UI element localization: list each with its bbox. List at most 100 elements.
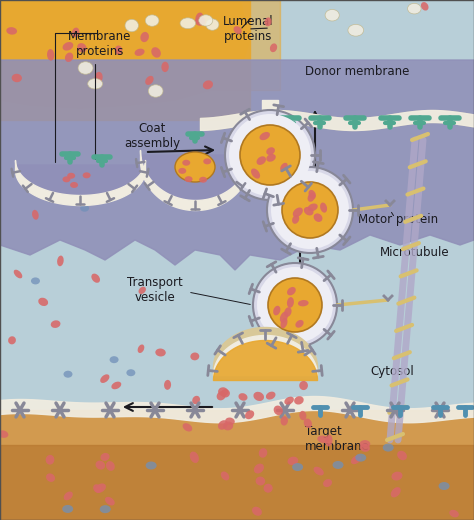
Ellipse shape <box>304 419 312 428</box>
Ellipse shape <box>266 154 276 162</box>
Ellipse shape <box>355 453 366 462</box>
Ellipse shape <box>281 416 288 425</box>
Ellipse shape <box>333 461 344 469</box>
Text: Cytosol: Cytosol <box>370 366 414 379</box>
Ellipse shape <box>238 393 247 401</box>
Ellipse shape <box>259 448 267 458</box>
Ellipse shape <box>191 353 199 360</box>
Ellipse shape <box>273 406 283 415</box>
Ellipse shape <box>383 444 394 451</box>
Ellipse shape <box>293 207 303 217</box>
Circle shape <box>271 171 349 249</box>
Ellipse shape <box>325 9 339 21</box>
Ellipse shape <box>8 336 16 344</box>
Ellipse shape <box>264 484 273 493</box>
Ellipse shape <box>178 168 186 174</box>
Ellipse shape <box>203 159 211 164</box>
Ellipse shape <box>218 387 228 396</box>
Ellipse shape <box>234 26 242 34</box>
Ellipse shape <box>95 484 106 493</box>
Ellipse shape <box>155 348 166 357</box>
Ellipse shape <box>309 190 316 199</box>
Ellipse shape <box>145 76 154 85</box>
Text: Target
membrane: Target membrane <box>305 425 370 453</box>
Ellipse shape <box>287 287 296 295</box>
Text: Microtubule: Microtubule <box>380 245 450 258</box>
Ellipse shape <box>151 47 161 58</box>
Ellipse shape <box>135 49 145 56</box>
Ellipse shape <box>203 81 213 89</box>
Ellipse shape <box>292 215 299 224</box>
Ellipse shape <box>164 380 171 390</box>
Ellipse shape <box>225 418 235 425</box>
Ellipse shape <box>137 344 144 353</box>
Text: Donor membrane: Donor membrane <box>305 65 410 78</box>
Ellipse shape <box>255 477 265 486</box>
Ellipse shape <box>318 436 329 443</box>
Ellipse shape <box>46 473 55 482</box>
Ellipse shape <box>94 72 103 83</box>
Circle shape <box>267 167 353 253</box>
Ellipse shape <box>449 510 459 517</box>
Ellipse shape <box>284 307 292 317</box>
Ellipse shape <box>175 152 215 182</box>
Ellipse shape <box>106 461 115 471</box>
Ellipse shape <box>325 435 333 447</box>
Ellipse shape <box>314 213 322 222</box>
Ellipse shape <box>280 163 288 172</box>
Ellipse shape <box>299 381 308 390</box>
Ellipse shape <box>82 172 91 178</box>
Ellipse shape <box>80 205 89 212</box>
Ellipse shape <box>308 192 315 202</box>
Ellipse shape <box>31 278 40 284</box>
Ellipse shape <box>266 147 275 155</box>
Ellipse shape <box>195 12 203 23</box>
Ellipse shape <box>254 464 264 474</box>
Ellipse shape <box>397 451 407 460</box>
Ellipse shape <box>125 19 138 32</box>
Ellipse shape <box>57 255 64 266</box>
Ellipse shape <box>245 410 254 419</box>
Ellipse shape <box>206 19 219 30</box>
Ellipse shape <box>0 431 9 438</box>
Circle shape <box>282 182 338 238</box>
Ellipse shape <box>192 396 200 404</box>
Ellipse shape <box>270 43 277 52</box>
Ellipse shape <box>6 27 17 35</box>
Ellipse shape <box>64 371 73 378</box>
Ellipse shape <box>284 397 294 405</box>
Ellipse shape <box>145 15 159 27</box>
Ellipse shape <box>294 396 304 405</box>
Ellipse shape <box>408 3 421 14</box>
Ellipse shape <box>93 484 101 493</box>
Ellipse shape <box>100 453 109 461</box>
Ellipse shape <box>256 157 266 165</box>
Ellipse shape <box>184 176 192 182</box>
Ellipse shape <box>252 506 262 516</box>
Polygon shape <box>0 60 474 270</box>
Ellipse shape <box>199 177 207 183</box>
Ellipse shape <box>281 318 288 328</box>
Ellipse shape <box>304 207 313 215</box>
Ellipse shape <box>266 392 275 399</box>
Ellipse shape <box>218 420 228 430</box>
Ellipse shape <box>115 46 122 55</box>
Circle shape <box>257 267 333 343</box>
Ellipse shape <box>77 43 87 53</box>
Ellipse shape <box>320 202 327 213</box>
Text: Membrane
proteins: Membrane proteins <box>68 30 132 159</box>
Ellipse shape <box>38 298 48 306</box>
Ellipse shape <box>273 306 281 316</box>
Ellipse shape <box>161 62 169 72</box>
Ellipse shape <box>67 173 75 179</box>
Ellipse shape <box>88 79 102 89</box>
Ellipse shape <box>46 455 55 464</box>
Ellipse shape <box>287 297 294 308</box>
Circle shape <box>240 125 300 185</box>
Ellipse shape <box>308 203 318 211</box>
Ellipse shape <box>348 24 364 36</box>
Ellipse shape <box>295 320 304 328</box>
Ellipse shape <box>254 392 264 401</box>
Circle shape <box>268 278 322 332</box>
Ellipse shape <box>51 320 61 328</box>
